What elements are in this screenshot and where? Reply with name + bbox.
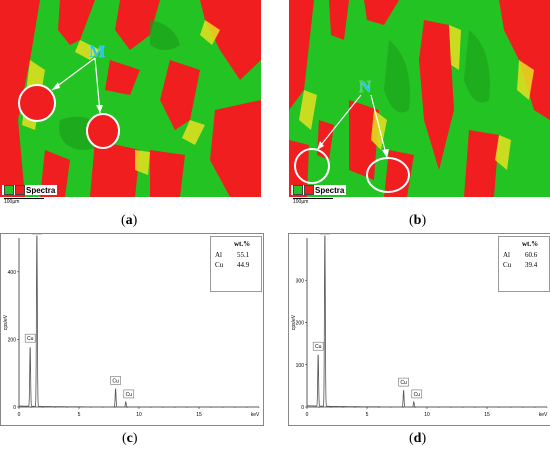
x-tick-label: 10 bbox=[424, 412, 430, 418]
y-tick-label: 0 bbox=[13, 405, 16, 411]
peak-label: Cu bbox=[27, 336, 34, 342]
legend-label: Spectra bbox=[315, 185, 345, 195]
x-tick-label: 5 bbox=[78, 412, 81, 418]
x-tick-label: 0 bbox=[306, 412, 309, 418]
peak-label-box bbox=[123, 389, 135, 399]
x-tick-label: 10 bbox=[136, 412, 142, 418]
spectra-legend-a: Spectra bbox=[2, 185, 58, 195]
y-tick-label: 300 bbox=[296, 278, 305, 284]
composition-element: Al bbox=[503, 251, 510, 259]
legend-red-square bbox=[15, 185, 25, 195]
composition-element: Cu bbox=[215, 261, 224, 269]
y-tick-label: 400 bbox=[8, 270, 17, 276]
peak-label: Cu bbox=[112, 378, 119, 384]
sem-map-a: M Spectra bbox=[0, 0, 261, 197]
eds-map-b-graphic bbox=[289, 0, 550, 197]
y-axis-label: cps/eV bbox=[291, 314, 297, 330]
caption-c: (c) bbox=[122, 431, 138, 446]
composition-header: wt.% bbox=[234, 240, 251, 248]
peak-label: Cu bbox=[315, 344, 322, 350]
composition-value: 44.9 bbox=[237, 261, 250, 269]
x-axis-label: keV bbox=[539, 412, 548, 418]
legend-label: Spectra bbox=[26, 185, 56, 195]
y-tick-label: 100 bbox=[296, 363, 305, 369]
y-tick-label: 0 bbox=[301, 405, 304, 411]
composition-value: 60.6 bbox=[525, 251, 538, 259]
scale-bar-b: 100µm bbox=[293, 198, 333, 205]
eds-map-a-graphic bbox=[0, 0, 261, 197]
peak-label: Cu bbox=[126, 392, 133, 398]
x-tick-label: 5 bbox=[366, 412, 369, 418]
composition-header: wt.% bbox=[522, 240, 539, 248]
composition-box-d: wt.% Al 60.6 Cu 39.4 bbox=[498, 236, 550, 292]
composition-element: Al bbox=[215, 251, 222, 259]
peak-label: Cu bbox=[414, 392, 421, 398]
peak-label-box bbox=[398, 377, 409, 387]
legend-green-square bbox=[4, 185, 14, 195]
caption-b: (b) bbox=[409, 213, 427, 228]
composition-box-c: wt.% Al 55.1 Cu 44.9 bbox=[210, 236, 262, 292]
eds-chart-d: cps/eV 0 100 200 300 0 5 10 15 keV Cu Al Cu Cu bbox=[291, 225, 548, 418]
composition-value: 55.1 bbox=[237, 251, 250, 259]
eds-chart-c: cps/eV 0 200 400 0 5 10 15 keV Cu Al Cu Cu bbox=[3, 225, 260, 418]
legend-green-square bbox=[293, 185, 303, 195]
spectra-legend-b: Spectra bbox=[291, 185, 347, 195]
composition-value: 39.4 bbox=[525, 261, 538, 269]
y-tick-label: 200 bbox=[8, 337, 17, 343]
eds-spectrum-d: cps/eV 0 100 200 300 0 5 10 15 keV Cu Al Cu Cu wt.% A… bbox=[288, 225, 550, 426]
legend-red-square bbox=[304, 185, 314, 195]
spectrum-line bbox=[18, 235, 259, 408]
peak-label-box bbox=[24, 333, 36, 343]
x-axis-label: keV bbox=[251, 412, 260, 418]
x-tick-label: 15 bbox=[484, 412, 490, 418]
x-tick-label: 15 bbox=[196, 412, 202, 418]
eds-spectrum-c: cps/eV 0 200 400 0 5 10 15 keV Cu Al Cu Cu wt.% Al 5… bbox=[0, 225, 264, 426]
spectrum-line bbox=[306, 235, 547, 408]
composition-element: Cu bbox=[503, 261, 512, 269]
y-tick-label: 200 bbox=[296, 321, 305, 327]
scale-bar-label: 100µm bbox=[293, 199, 309, 205]
annotation-label-n: N bbox=[359, 77, 372, 96]
sem-map-b: N Spectra bbox=[289, 0, 550, 197]
y-axis-label: cps/eV bbox=[3, 314, 9, 330]
peak-label: Cu bbox=[400, 380, 407, 386]
peak-label-box bbox=[411, 389, 423, 399]
x-tick-label: 0 bbox=[18, 412, 21, 418]
caption-d: (d) bbox=[409, 431, 427, 446]
annotation-label-m: M bbox=[89, 42, 106, 61]
scale-bar-a: 100µm bbox=[4, 198, 44, 205]
peak-label-box bbox=[312, 341, 324, 351]
caption-a: (a) bbox=[121, 213, 138, 228]
peak-label-box bbox=[110, 376, 121, 385]
scale-bar-label: 100µm bbox=[4, 199, 20, 205]
